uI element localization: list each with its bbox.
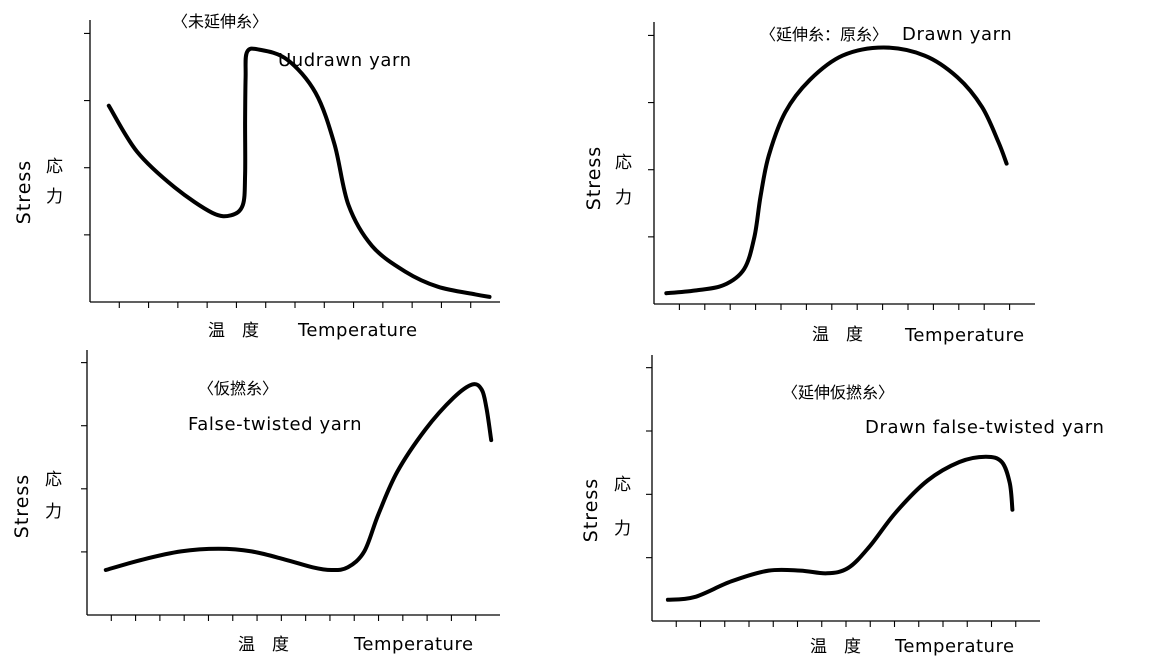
y-axis-label-en: Stress xyxy=(11,474,33,538)
x-axis-label-en: Temperature xyxy=(894,636,1015,657)
y-axis-label-jp-2: 力 xyxy=(614,519,631,539)
y-axis-label-jp-1: 応 xyxy=(45,470,62,490)
panel-undrawn-yarn: 〈未延伸糸〉 Uudrawn yarn Stress 応 力 温 度 Tempe… xyxy=(13,12,500,341)
panel-title-en: Uudrawn yarn xyxy=(278,50,412,71)
x-ticks xyxy=(675,621,1017,627)
panel-title-en: False-twisted yarn xyxy=(188,414,362,435)
panel-title-jp: 〈仮撚糸〉 xyxy=(198,379,278,398)
x-ticks xyxy=(110,615,477,621)
x-axis-label-jp: 温 度 xyxy=(812,325,863,345)
x-axis-label-jp: 温 度 xyxy=(238,635,289,655)
x-ticks xyxy=(678,304,1011,310)
stress-curve xyxy=(103,382,494,573)
y-axis-label-en: Stress xyxy=(580,478,602,542)
y-axis-label-jp-2: 力 xyxy=(615,188,632,208)
panel-title-jp: 〈延伸仮撚糸〉 xyxy=(782,383,894,402)
y-ticks xyxy=(646,367,652,559)
stress-curve xyxy=(665,454,1015,602)
y-ticks xyxy=(84,32,90,236)
x-axis-label-en: Temperature xyxy=(297,320,418,341)
x-axis-label-jp: 温 度 xyxy=(810,637,861,657)
panel-drawn-false-twisted-yarn: 〈延伸仮撚糸〉 Drawn false-twisted yarn Stress … xyxy=(580,355,1104,657)
x-axis-label-jp: 温 度 xyxy=(208,321,259,341)
panel-false-twisted-yarn: 〈仮撚糸〉 False-twisted yarn Stress 応 力 温 度 … xyxy=(11,350,500,655)
panel-title-jp: 〈延伸糸：原糸〉 xyxy=(760,25,888,44)
x-axis-label-en: Temperature xyxy=(904,325,1025,346)
y-axis-label-jp-1: 応 xyxy=(614,475,631,495)
panel-drawn-yarn: 〈延伸糸：原糸〉 Drawn yarn Stress 応 力 温 度 Tempe… xyxy=(583,22,1035,346)
y-axis-label-jp-2: 力 xyxy=(45,502,62,522)
y-axis-label-en: Stress xyxy=(13,160,35,224)
x-axis-label-en: Temperature xyxy=(353,634,474,655)
y-ticks xyxy=(648,34,654,238)
stress-curve xyxy=(106,46,492,299)
panel-title-jp: 〈未延伸糸〉 xyxy=(172,12,268,31)
y-axis-label-jp-1: 応 xyxy=(46,157,63,177)
panel-title-en: Drawn yarn xyxy=(902,24,1012,45)
y-axis-label-jp-1: 応 xyxy=(615,153,632,173)
y-axis-label-en: Stress xyxy=(583,146,605,210)
y-axis-label-jp-2: 力 xyxy=(46,187,63,207)
panel-title-en: Drawn false-twisted yarn xyxy=(865,417,1104,438)
y-ticks xyxy=(81,362,87,553)
stress-curve xyxy=(664,45,1009,296)
x-ticks xyxy=(118,302,472,308)
